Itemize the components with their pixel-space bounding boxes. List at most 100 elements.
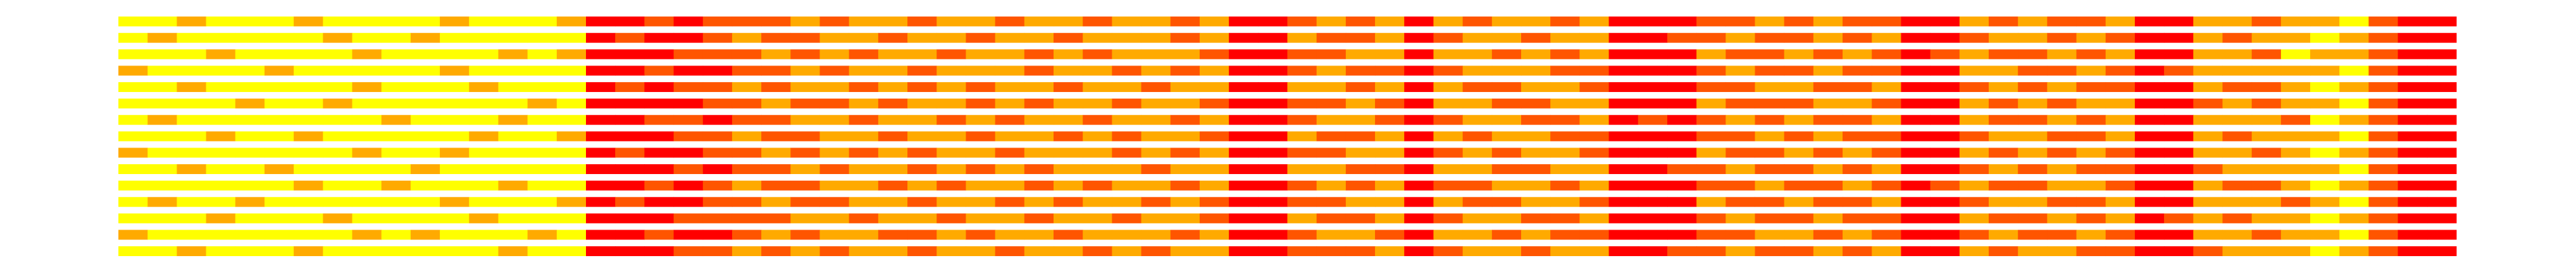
- heatmap-row: [118, 16, 2457, 26]
- heatmap-cell: [819, 197, 850, 207]
- heatmap-cell: [1287, 114, 1317, 125]
- heatmap-cell: [1521, 16, 1551, 26]
- heatmap-cell: [1901, 197, 1931, 207]
- heatmap-cell: [878, 66, 908, 76]
- heatmap-cell: [2397, 180, 2428, 191]
- heatmap-cell: [2280, 32, 2311, 43]
- heatmap-cell: [498, 49, 528, 60]
- heatmap-cell: [147, 114, 177, 125]
- heatmap-cell: [1345, 148, 1376, 158]
- heatmap-cell: [1784, 246, 1814, 257]
- heatmap-cell: [1491, 230, 1522, 240]
- heatmap-cell: [907, 49, 937, 60]
- heatmap-cell: [1725, 114, 1755, 125]
- heatmap-cell: [1667, 66, 1697, 76]
- heatmap-cell: [2339, 230, 2369, 240]
- heatmap-cell: [1579, 114, 1610, 125]
- heatmap-cell: [1199, 197, 1229, 207]
- heatmap-cell: [1667, 98, 1697, 109]
- heatmap-cell: [1170, 230, 1200, 240]
- heatmap-cell: [118, 16, 148, 26]
- heatmap-cell: [2076, 16, 2106, 26]
- heatmap-cell: [2222, 148, 2253, 158]
- heatmap-cell: [1930, 246, 1960, 257]
- heatmap-cell: [1375, 246, 1405, 257]
- heatmap-cell: [235, 246, 265, 257]
- heatmap-cell: [936, 148, 966, 158]
- heatmap-cell: [1170, 32, 1200, 43]
- heatmap-cell: [381, 16, 411, 26]
- heatmap-cell: [1579, 82, 1610, 93]
- heatmap-cell: [936, 131, 966, 142]
- heatmap-cell: [2310, 32, 2340, 43]
- heatmap-cell: [469, 180, 499, 191]
- heatmap-cell: [1813, 82, 1843, 93]
- heatmap-cell: [1491, 98, 1522, 109]
- heatmap-cell: [1024, 49, 1054, 60]
- heatmap-cell: [2310, 114, 2340, 125]
- heatmap-cell: [1258, 164, 1288, 175]
- heatmap-cell: [2018, 180, 2048, 191]
- heatmap-cell: [2280, 49, 2311, 60]
- heatmap-cell: [2222, 180, 2253, 191]
- heatmap-cell: [381, 230, 411, 240]
- heatmap-cell: [527, 164, 558, 175]
- heatmap-cell: [1872, 49, 1901, 60]
- heatmap-cell: [1404, 32, 1434, 43]
- heatmap-cell: [1667, 180, 1697, 191]
- heatmap-cell: [2076, 114, 2106, 125]
- heatmap-cell: [1901, 246, 1931, 257]
- heatmap-cell: [1725, 180, 1755, 191]
- heatmap-cell: [118, 98, 148, 109]
- heatmap-row: [118, 114, 2457, 125]
- heatmap-cell: [819, 82, 850, 93]
- heatmap-cell: [1989, 180, 2018, 191]
- heatmap-cell: [1755, 32, 1785, 43]
- heatmap-cell: [2193, 16, 2223, 26]
- heatmap-cell: [1462, 114, 1493, 125]
- heatmap-row: [118, 82, 2457, 93]
- heatmap-cell: [177, 213, 207, 224]
- heatmap-cell: [469, 16, 499, 26]
- heatmap-cell: [615, 213, 645, 224]
- heatmap-cell: [2105, 49, 2136, 60]
- heatmap-cell: [264, 32, 294, 43]
- heatmap-cell: [556, 148, 587, 158]
- heatmap-cell: [586, 164, 616, 175]
- heatmap-cell: [323, 246, 353, 257]
- heatmap-cell: [2222, 131, 2253, 142]
- heatmap-cell: [761, 82, 791, 93]
- heatmap-cell: [1375, 131, 1405, 142]
- heatmap-cell: [469, 98, 499, 109]
- heatmap-cell: [1141, 164, 1171, 175]
- heatmap-cell: [2427, 114, 2457, 125]
- heatmap-cell: [1287, 164, 1317, 175]
- heatmap-cell: [1696, 32, 1726, 43]
- heatmap-cell: [1141, 148, 1171, 158]
- heatmap-cell: [469, 246, 499, 257]
- heatmap-cell: [1667, 246, 1697, 257]
- heatmap-cell: [1755, 66, 1785, 76]
- heatmap-cell: [966, 230, 996, 240]
- heatmap-cell: [1462, 180, 1493, 191]
- heatmap-cell: [2310, 164, 2340, 175]
- heatmap-cell: [440, 82, 470, 93]
- heatmap-cell: [206, 114, 236, 125]
- heatmap-cell: [1199, 131, 1229, 142]
- heatmap-cell: [1696, 16, 1726, 26]
- heatmap-cell: [2076, 180, 2106, 191]
- heatmap-cell: [381, 131, 411, 142]
- heatmap-cell: [235, 49, 265, 60]
- heatmap-cell: [1667, 49, 1697, 60]
- heatmap-cell: [1579, 131, 1610, 142]
- heatmap-cell: [1024, 131, 1054, 142]
- heatmap-cell: [352, 32, 382, 43]
- heatmap-cell: [1667, 230, 1697, 240]
- heatmap-cell: [2280, 246, 2311, 257]
- heatmap-cell: [1316, 213, 1347, 224]
- heatmap-cell: [352, 164, 382, 175]
- heatmap-cell: [673, 114, 704, 125]
- heatmap-cell: [790, 114, 820, 125]
- heatmap-cell: [264, 213, 294, 224]
